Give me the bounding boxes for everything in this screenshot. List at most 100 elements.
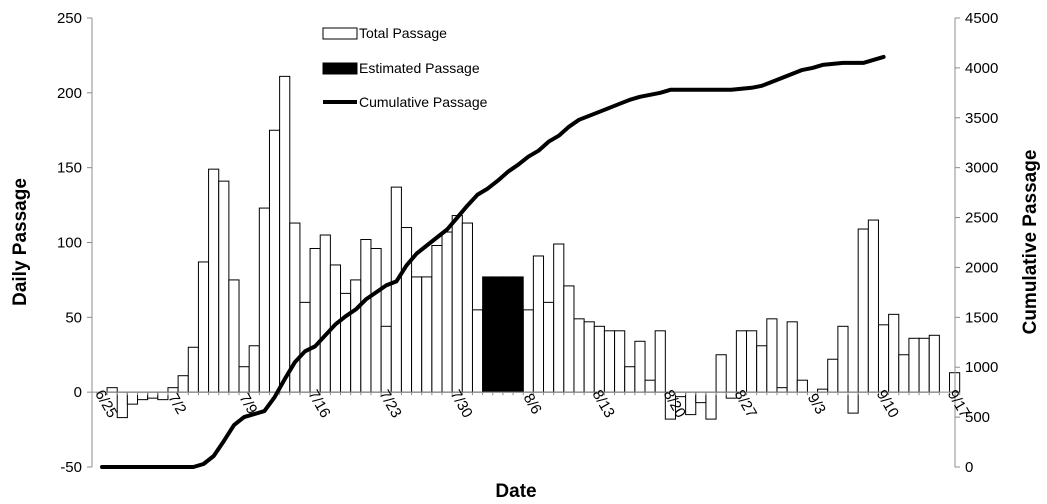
legend-label-cumulative: Cumulative Passage [359,94,488,110]
bar-total [695,391,707,404]
bar-total [847,391,859,414]
bar-total [888,313,900,393]
bar-total [268,129,281,393]
bar-total [827,358,839,393]
bar-total [461,222,473,393]
bar-total [715,354,727,393]
legend-label-estimated: Estimated Passage [359,60,480,76]
bar-total [309,247,321,393]
bar-total [350,279,362,393]
bar-total [786,321,798,393]
bar-total [614,330,626,393]
bar-total [796,379,808,393]
bar-total [137,391,149,401]
y-tick-label: 250 [57,10,82,27]
legend-label-total: Total Passage [359,25,447,41]
bar-total [248,345,260,393]
bar-total [390,186,402,393]
bar-total [593,325,605,393]
bar-total [451,215,463,393]
y2-tick-label: 2500 [965,210,998,227]
bar-total [228,279,240,393]
bar-total [908,337,920,393]
bar-total [126,391,139,405]
bar-total [756,345,768,393]
bar-total [197,261,210,393]
cumulative-line [100,54,886,469]
bar-total [766,318,778,393]
bar-estimated [482,276,494,393]
bar-total [705,391,717,420]
y-tick-label: -50 [60,459,82,476]
y2-tick-label: 1500 [965,309,998,326]
bar-total [147,391,159,399]
y2-tick-label: 2000 [965,259,998,276]
y-tick-label: 100 [57,235,82,252]
bar-total [187,346,199,393]
bar-total [360,239,372,393]
y2-axis-title: Cumulative Passage [1020,150,1041,335]
bar-total [857,228,869,393]
bar-total [370,247,382,393]
bar-series [106,75,961,420]
bar-total [238,366,250,393]
bar-total [208,168,220,393]
bar-total [928,334,940,393]
bar-total [411,276,423,393]
bar-total [603,330,616,393]
bar-total [431,244,443,393]
bar-total [532,255,545,393]
y2-tick-label: 0 [965,459,973,476]
bar-total [877,324,890,393]
bar-total [258,207,270,393]
bar-total [319,234,331,393]
bar-total [746,330,758,393]
y-tick-label: 200 [57,85,82,102]
bar-total [634,340,646,393]
x-axis-title: Date [495,481,536,502]
bar-total [624,366,636,393]
y2-tick-label: 4500 [965,10,998,27]
bar-total [522,309,534,393]
bar-estimated [492,276,504,393]
bar-total [563,285,575,393]
bar-total [735,330,748,393]
bar-total [400,227,413,393]
bar-total [543,301,555,393]
legend-swatch-estimated [322,62,358,75]
y-axis-title: Daily Passage [10,178,31,306]
legend: Total Passage Estimated Passage Cumulati… [322,25,488,110]
bar-estimated [502,276,514,393]
bar-total [421,276,433,393]
bar-total [471,309,484,393]
bar-total [644,379,656,393]
bar-total [116,391,128,419]
bar-estimated [512,276,524,393]
y-tick-label: 150 [57,160,82,177]
y-tick-label: 50 [65,309,82,326]
bar-total [776,387,788,393]
bar-total [279,75,291,393]
bar-total [553,243,565,393]
cumulative-passage-line [100,54,886,469]
bar-total [918,337,930,393]
bar-total [573,318,585,393]
y-tick-label: 0 [74,384,82,401]
bar-total [340,292,352,393]
y2-tick-label: 3000 [965,160,998,177]
bar-total [299,301,311,393]
bar-total [654,330,666,393]
bar-total [867,219,879,393]
bar-total [218,180,230,393]
legend-swatch-total [322,27,358,40]
y2-tick-label: 4000 [965,60,998,77]
bar-total [441,231,453,393]
bar-total [583,321,595,393]
bar-total [898,354,910,393]
bar-total [380,325,392,393]
y2-tick-label: 1000 [965,359,998,376]
y2-tick-label: 500 [965,409,990,426]
bar-total [837,325,849,393]
y2-tick-label: 3500 [965,110,998,127]
